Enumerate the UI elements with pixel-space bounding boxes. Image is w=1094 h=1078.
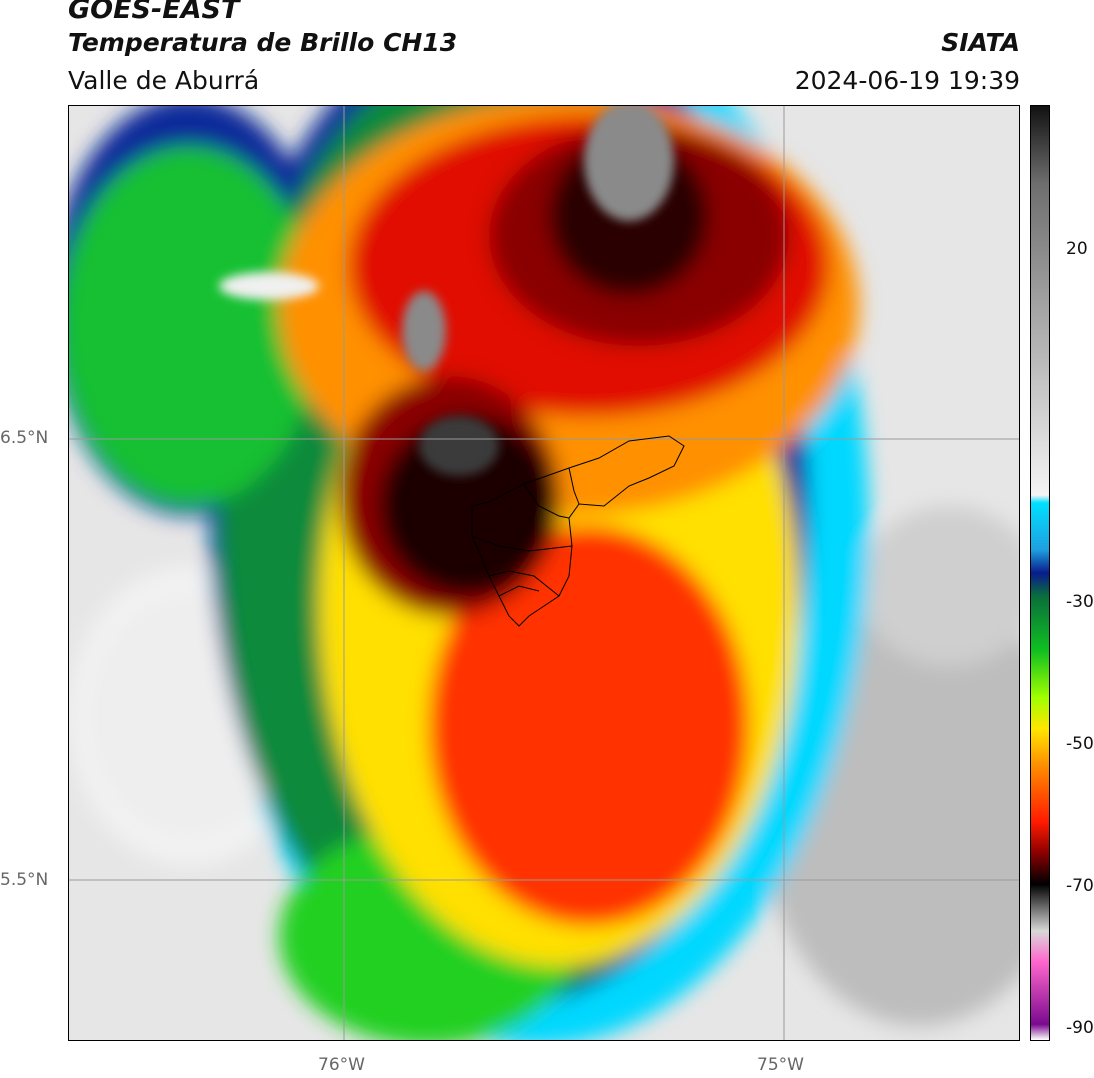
organization-label: SIATA [941,28,1020,57]
satellite-title: GOES-EAST [68,0,240,25]
colorbar-tick-label: -50 [1066,734,1094,754]
colorbar-tick-label: -30 [1066,592,1094,612]
colorbar-tick-label: 20 [1066,239,1088,259]
region-subtitle: Valle de Aburrá [68,66,260,95]
brightness-temperature-field [69,106,1019,1040]
colorbar-tick-label: -70 [1066,876,1094,896]
lon-tick-label: 76°W [318,1055,365,1075]
lat-tick-label: 5.5°N [0,870,49,890]
valle-de-aburra-boundaries [471,435,685,627]
lat-tick-label: 6.5°N [0,428,49,448]
colorbar-tick-label: -90 [1066,1018,1094,1038]
product-title: Temperatura de Brillo CH13 [68,28,458,57]
timestamp-label: 2024-06-19 19:39 [794,66,1020,95]
lon-tick-label: 75°W [757,1055,804,1075]
satellite-map [68,105,1020,1041]
colorbar [1030,105,1050,1041]
